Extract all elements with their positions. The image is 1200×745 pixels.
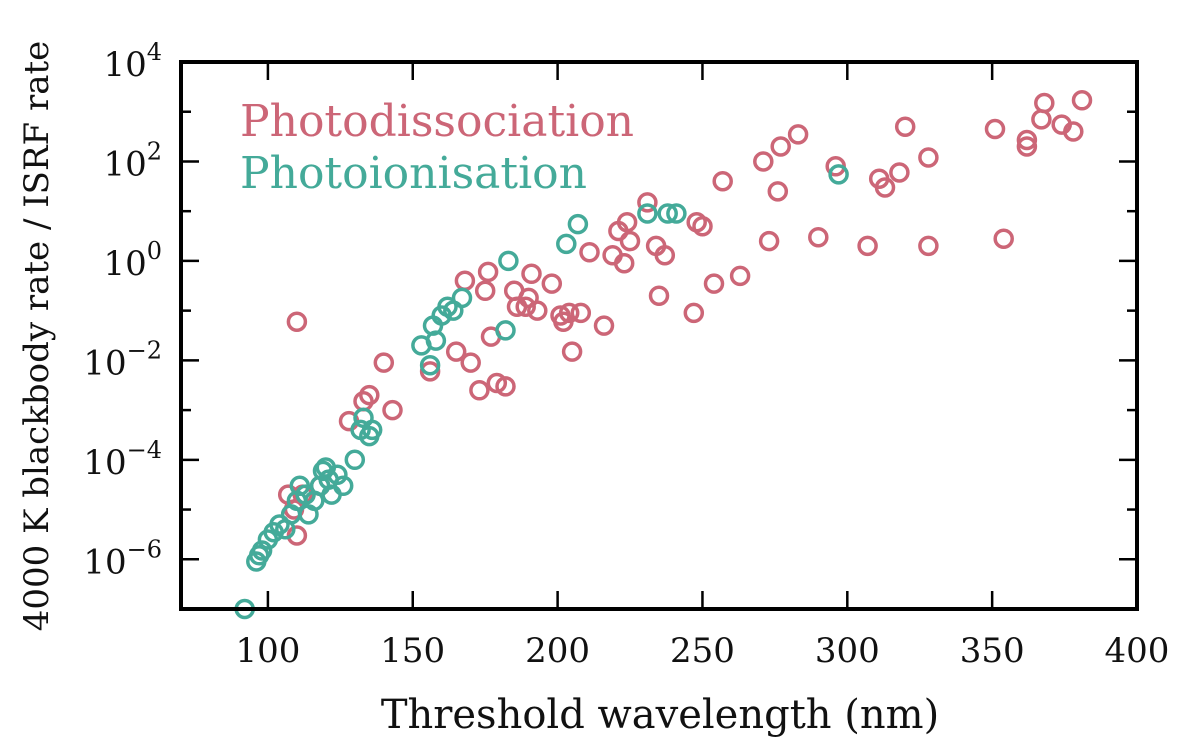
data-point [1031, 109, 1052, 130]
x-tick-label: 200 [525, 631, 590, 671]
data-point [637, 192, 658, 213]
data-point [758, 230, 780, 252]
data-point [666, 203, 687, 224]
data-point [344, 449, 366, 471]
data-point [616, 211, 638, 233]
series-photodissociation [277, 90, 1093, 546]
points-layer [234, 90, 1093, 620]
data-point [451, 287, 473, 309]
data-point [1034, 92, 1055, 114]
series-photoionisation [234, 164, 849, 620]
data-point [251, 540, 273, 561]
data-point [558, 302, 580, 324]
data-point [382, 399, 403, 421]
data-point [495, 376, 516, 397]
x-tick-label: 400 [1105, 631, 1170, 671]
data-point [808, 226, 829, 248]
data-point [683, 302, 705, 324]
data-point [425, 330, 447, 351]
data-point [889, 162, 910, 183]
x-tick-label: 100 [235, 631, 300, 671]
data-point [454, 270, 476, 291]
data-point [474, 280, 496, 302]
data-point [787, 124, 809, 145]
x-axis-title: Threshold wavelength (nm) [381, 692, 939, 738]
data-point [527, 300, 548, 321]
y-tick-label: 102 [103, 137, 162, 184]
data-point [460, 352, 481, 373]
data-point [637, 203, 658, 224]
data-point [857, 235, 878, 257]
data-point [515, 296, 536, 317]
data-point [703, 273, 725, 294]
data-point [498, 250, 519, 272]
data-point [874, 177, 896, 198]
x-tick-label: 250 [670, 631, 735, 671]
data-point [712, 170, 733, 192]
data-point [541, 273, 563, 294]
y-tick-label: 104 [103, 38, 162, 85]
y-tick-label: 10−2 [83, 336, 162, 383]
data-point [593, 315, 615, 336]
y-tick-label: 10−6 [83, 535, 162, 582]
data-point [579, 241, 600, 263]
y-tick-label: 100 [103, 237, 162, 284]
x-tick-label: 350 [960, 631, 1025, 671]
data-point [373, 352, 395, 373]
data-point [286, 311, 308, 332]
data-point [1016, 136, 1038, 157]
data-point [495, 320, 516, 341]
data-point [469, 380, 490, 401]
data-point [1071, 90, 1093, 111]
x-tick-label: 300 [815, 631, 880, 671]
data-point [477, 261, 499, 283]
data-point [894, 116, 916, 137]
data-point [419, 354, 441, 376]
data-point [729, 265, 751, 287]
data-point [984, 118, 1006, 140]
legend-entry-photoionisation: Photoionisation [240, 148, 587, 199]
data-point [918, 235, 939, 257]
data-point [332, 475, 354, 497]
plot-frame [179, 60, 1139, 611]
data-point [767, 181, 789, 202]
data-point [1063, 121, 1084, 142]
data-point [613, 252, 635, 274]
data-point [654, 244, 676, 266]
data-point [521, 263, 542, 285]
data-point [753, 151, 774, 172]
data-point [556, 233, 577, 255]
data-point [993, 228, 1014, 249]
data-point [918, 147, 939, 168]
data-point [657, 203, 678, 224]
y-axis-title: 4000 K blackbody rate / ISRF rate [17, 41, 57, 632]
ticks-layer: 100 150 200 250 300 350 400 10−6 10−4 10−2 100 102 1… [83, 38, 1169, 671]
legend-entry-photodissociation: Photodissociation [240, 96, 634, 147]
data-point [770, 136, 791, 157]
x-tick-label: 150 [380, 631, 445, 671]
y-tick-label: 10−4 [83, 436, 162, 483]
data-point [359, 384, 380, 406]
data-point [361, 419, 383, 441]
data-point [1016, 129, 1038, 151]
data-point [445, 341, 467, 362]
data-point [327, 464, 348, 486]
data-point [561, 341, 583, 362]
legend: Photodissociation Photoionisation [240, 96, 634, 199]
data-point [570, 302, 592, 324]
data-point [692, 215, 713, 237]
data-point [419, 361, 441, 382]
data-point [648, 285, 670, 306]
data-point [567, 213, 589, 235]
data-point [619, 230, 641, 252]
data-point [828, 164, 849, 185]
